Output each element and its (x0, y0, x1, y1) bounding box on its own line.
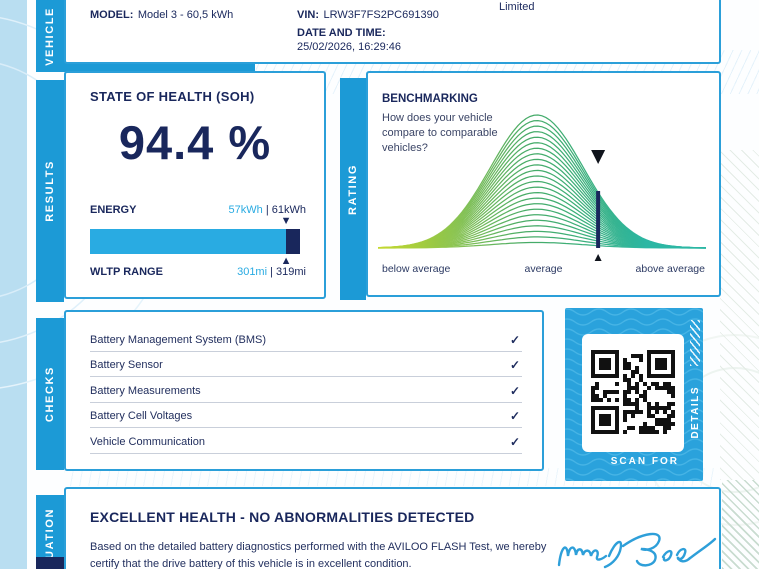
benchmark-axis-labels: below average average above average (382, 263, 705, 275)
tab-vehicle: VEHICLE (36, 0, 64, 72)
wltp-total: 319mi (276, 266, 306, 278)
rating-box: BENCHMARKING How does your vehicle compa… (366, 71, 721, 297)
energy-label: ENERGY (90, 204, 137, 216)
check-label: Battery Cell Voltages (90, 410, 193, 423)
tab-checks: CHECKS (36, 318, 64, 470)
checkmark-icon: ✓ (509, 409, 520, 424)
check-row: Battery Sensor ✓ (90, 352, 522, 378)
checkmark-icon: ✓ (509, 332, 520, 347)
vehicle-vin: VIN: LRW3F7FS2PC691390 (297, 5, 439, 23)
check-row: Battery Measurements ✓ (90, 377, 522, 403)
signature-icon (557, 532, 717, 569)
energy-bar-remainder (286, 229, 300, 254)
details-hatch-icon (690, 320, 700, 366)
vin-value: LRW3F7FS2PC691390 (323, 9, 439, 21)
soh-value: 94.4 % (118, 116, 272, 169)
energy-row: ENERGY 57kWh | 61kWh (90, 204, 306, 216)
evaluation-body: Based on the detailed battery diagnostic… (90, 541, 547, 569)
check-row: Vehicle Communication ✓ (90, 428, 522, 454)
left-margin-band (0, 0, 27, 569)
energy-separator: | (265, 204, 269, 216)
wltp-separator: | (270, 266, 273, 278)
check-label: Battery Management System (BMS) (90, 333, 267, 346)
check-label: Battery Measurements (90, 384, 201, 397)
qr-code-frame (582, 334, 684, 452)
checkmark-icon: ✓ (509, 358, 520, 373)
guilloche-waves-mid (64, 468, 714, 486)
qr-code-icon (591, 350, 675, 439)
soh-title: STATE OF HEALTH (SOH) (90, 89, 255, 104)
vehicle-trim: Limited (499, 1, 535, 13)
tab-results-label: RESULTS (44, 160, 56, 222)
tab-evaluation: EVALUATION (36, 495, 64, 569)
wltp-row: WLTP RANGE 301mi | 319mi (90, 266, 306, 278)
energy-total: 61kWh (271, 204, 306, 216)
energy-current: 57kWh (228, 204, 263, 216)
hatch-pattern-corner (722, 480, 759, 569)
axis-label-below-average: below average (382, 263, 451, 275)
energy-bar (90, 229, 300, 254)
check-row: Battery Cell Voltages ✓ (90, 403, 522, 429)
tab-evaluation-footer-block (36, 557, 64, 569)
checkmark-icon: ✓ (509, 434, 520, 449)
qr-panel: SCAN FOR DETAILS (565, 308, 703, 481)
details-label-wrap: DETAILS (687, 370, 703, 454)
datetime-value: 25/02/2026, 16:29:46 (297, 41, 401, 53)
check-label: Vehicle Communication (90, 435, 205, 448)
checks-list: Battery Management System (BMS) ✓ Batter… (90, 326, 522, 454)
evaluation-box: EXCELLENT HEALTH - NO ABNORMALITIES DETE… (64, 487, 721, 569)
energy-marker-up-icon: ▲ (280, 255, 292, 267)
check-label: Battery Sensor (90, 359, 163, 372)
tab-rating: RATING (340, 78, 366, 300)
tab-checks-label: CHECKS (44, 365, 56, 423)
hatch-pattern-right (720, 150, 759, 480)
model-label: MODEL: (90, 9, 134, 21)
wltp-label: WLTP RANGE (90, 266, 163, 278)
tab-results: RESULTS (36, 80, 64, 302)
axis-label-above-average: above average (635, 263, 705, 275)
results-box: STATE OF HEALTH (SOH) 94.4 % ENERGY 57kW… (64, 71, 326, 299)
checks-box: Battery Management System (BMS) ✓ Batter… (64, 310, 544, 471)
check-row: Battery Management System (BMS) ✓ (90, 326, 522, 352)
datetime-label: DATE AND TIME: (297, 27, 386, 39)
axis-label-average: average (524, 263, 563, 275)
vehicle-box: MODEL: Model 3 - 60,5 kWh VIN: LRW3F7FS2… (64, 0, 721, 64)
energy-marker-down-icon: ▼ (280, 215, 292, 227)
model-value: Model 3 - 60,5 kWh (137, 9, 234, 21)
details-label: DETAILS (689, 385, 701, 439)
benchmarking-title: BENCHMARKING (382, 93, 478, 105)
tab-vehicle-label: VEHICLE (44, 6, 56, 66)
vin-label: VIN: (297, 9, 319, 21)
wltp-current: 301mi (237, 266, 268, 278)
benchmarking-subtitle: How does your vehicle compare to compara… (382, 112, 498, 154)
checkmark-icon: ✓ (509, 383, 520, 398)
vehicle-model: MODEL: Model 3 - 60,5 kWh (90, 5, 233, 23)
energy-bar-fill (90, 229, 287, 254)
tab-rating-label: RATING (347, 163, 359, 215)
scan-for-label: SCAN FOR (610, 456, 679, 467)
benchmark-bell-curve-chart (377, 101, 709, 268)
evaluation-heading: EXCELLENT HEALTH - NO ABNORMALITIES DETE… (90, 509, 475, 525)
